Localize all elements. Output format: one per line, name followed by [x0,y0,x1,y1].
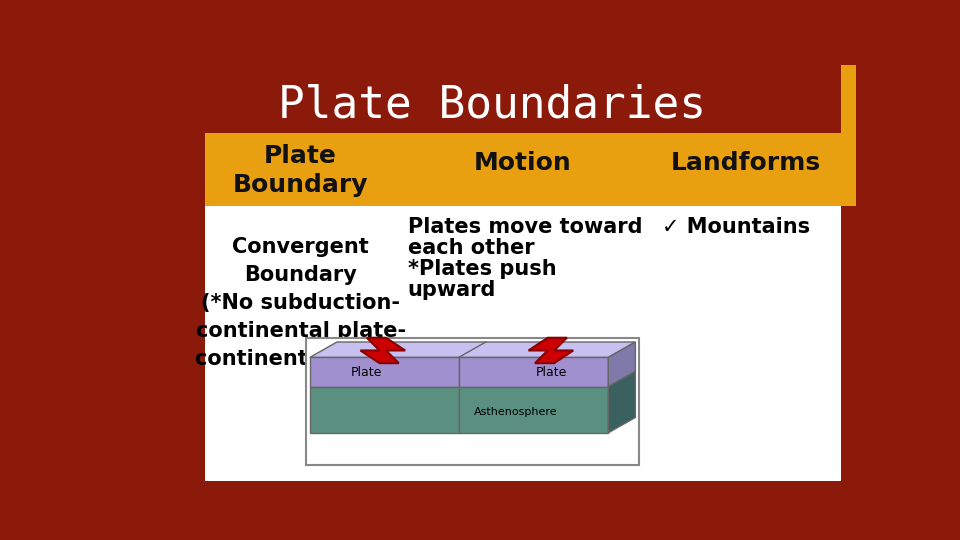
Text: Motion: Motion [474,151,572,176]
Text: upward: upward [408,280,496,300]
Bar [310,357,459,387]
Bar [310,387,459,433]
Text: Plate: Plate [264,144,337,167]
Bar [459,357,609,387]
Bar [205,132,841,206]
Polygon shape [360,338,405,363]
Bar [841,65,856,206]
Text: Plates move toward: Plates move toward [408,217,642,237]
Text: Asthenosphere: Asthenosphere [473,407,558,417]
Text: Plate: Plate [536,366,567,379]
Text: Plate: Plate [350,366,382,379]
Text: *Plates push: *Plates push [408,259,556,279]
Bar [306,338,639,465]
Bar [205,206,841,483]
Polygon shape [609,372,636,433]
Text: Landforms: Landforms [670,151,821,176]
Text: each other: each other [408,238,534,258]
Text: Plate Boundaries: Plate Boundaries [278,83,706,126]
Polygon shape [310,342,636,357]
Polygon shape [609,342,636,387]
Text: Convergent
Boundary
(*No subduction-
continental plate-
continental plate): Convergent Boundary (*No subduction- con… [195,237,406,368]
Text: ✓ Mountains: ✓ Mountains [661,217,810,237]
Bar [459,387,609,433]
Polygon shape [529,338,573,363]
Text: Boundary: Boundary [233,173,369,197]
